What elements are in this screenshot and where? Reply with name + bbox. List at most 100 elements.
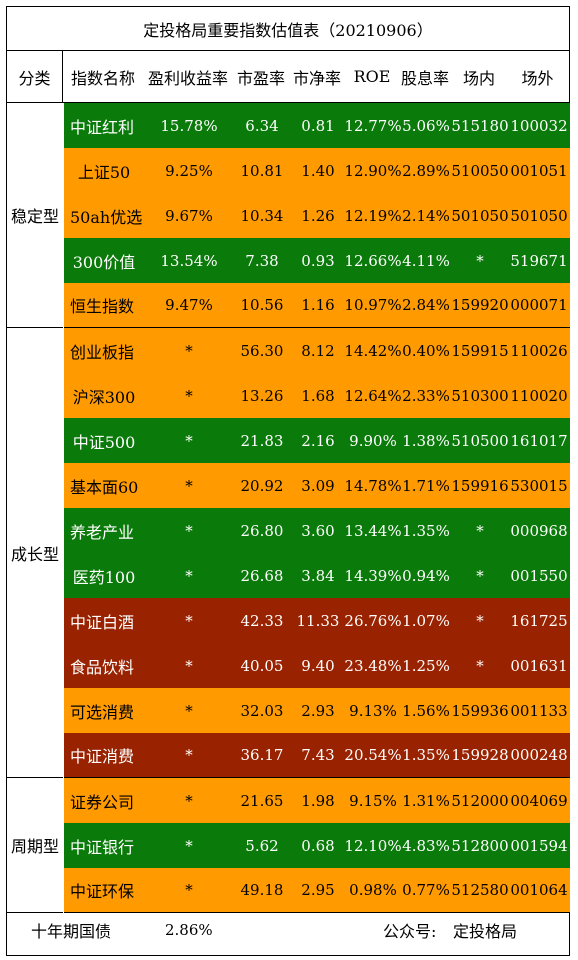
exchange-code: * [476, 656, 484, 675]
header-index-name: 指数名称 [70, 68, 135, 88]
pb-value: 11.33 [296, 611, 340, 630]
pe-value: 49.18 [240, 881, 284, 899]
pe-value: 56.30 [240, 341, 284, 360]
index-name: 食品饮料 [70, 657, 135, 677]
otc-code: 100032 [510, 116, 568, 135]
exchange-code: * [476, 611, 484, 630]
roe-value: 12.66% [344, 251, 402, 270]
otc-code: 001064 [510, 881, 568, 899]
index-name: 300价值 [72, 252, 136, 272]
pe-value: 21.83 [240, 431, 284, 450]
table-title: 定投格局重要指数估值表（20210906） [7, 7, 569, 51]
pe-value: 21.65 [240, 791, 284, 810]
pb-value: 3.09 [301, 476, 335, 495]
otc-code: 000071 [510, 296, 568, 314]
footer: 十年期国债 2.86% 公众号: 定投格局 [7, 905, 569, 955]
earnings-yield: * [185, 476, 193, 495]
earnings-yield: * [185, 566, 193, 585]
earnings-yield: * [185, 386, 193, 405]
otc-code: 001631 [510, 656, 568, 675]
table-row: 创业板指 * 56.30 8.12 14.42% 0.40% 159915 110026 [64, 328, 570, 373]
dividend-yield: 0.40% [402, 341, 450, 360]
pe-value: 10.56 [240, 296, 284, 314]
pb-value: 8.12 [301, 341, 335, 360]
pe-value: 20.92 [240, 476, 284, 495]
pb-value: 0.81 [301, 116, 335, 135]
pb-value: 0.68 [301, 836, 335, 855]
exchange-code: * [476, 251, 484, 270]
pe-value: 26.80 [240, 521, 284, 540]
table-row: 上证50 9.25% 10.81 1.40 12.90% 2.89% 510050 00105… [64, 148, 570, 193]
otc-code: 110020 [510, 386, 568, 405]
index-name: 中证白酒 [70, 612, 135, 632]
pb-value: 2.93 [301, 701, 335, 720]
dividend-yield: 2.33% [402, 386, 450, 405]
pe-value: 13.26 [240, 386, 284, 405]
table-row: 恒生指数 9.47% 10.56 1.16 10.97% 2.84% 159920 00007… [64, 283, 570, 328]
header-roe: ROE [353, 67, 391, 86]
table-row: 中证500 * 21.83 2.16 9.90% 1.38% 510500 161017 [64, 418, 570, 463]
category-label: 周期型 [7, 778, 63, 913]
roe-value: 14.42% [344, 341, 402, 360]
index-name: 恒生指数 [70, 297, 135, 316]
index-name: 中证消费 [70, 747, 135, 766]
earnings-yield: * [185, 656, 193, 675]
index-name: 养老产业 [70, 522, 135, 542]
roe-value: 14.78% [344, 476, 402, 495]
roe-value: 12.77% [344, 116, 402, 135]
dividend-yield: 5.06% [402, 116, 450, 135]
table-row: 300价值 13.54% 7.38 0.93 12.66% 4.11% * 519671 [64, 238, 570, 283]
roe-value: 12.90% [344, 161, 402, 180]
pe-value: 32.03 [240, 701, 284, 720]
table-row: 中证银行 * 5.62 0.68 12.10% 4.83% 512800 001594 [64, 823, 570, 868]
table-row: 可选消费 * 32.03 2.93 9.13% 1.56% 159936 001133 [64, 688, 570, 733]
earnings-yield: * [185, 701, 193, 720]
pe-value: 6.34 [245, 116, 279, 135]
otc-code: 501050 [510, 206, 568, 225]
roe-value: 9.15% [349, 791, 397, 810]
otc-code: 001594 [510, 836, 568, 855]
bond-label: 十年期国债 [31, 922, 112, 941]
index-name: 创业板指 [70, 342, 135, 362]
index-name: 中证500 [72, 432, 136, 452]
pb-value: 9.40 [301, 656, 335, 675]
index-name: 中证环保 [70, 882, 135, 901]
exchange-code: 159928 [451, 746, 509, 764]
dividend-yield: 4.83% [402, 836, 450, 855]
dividend-yield: 0.94% [402, 566, 450, 585]
pb-value: 3.60 [301, 521, 335, 540]
header-exchange-code: 场内 [462, 68, 495, 88]
exchange-code: 159915 [451, 341, 509, 360]
table-row: 中证红利 15.78% 6.34 0.81 12.77% 5.06% 515180 10003… [64, 103, 570, 148]
table-row: 50ah优选 9.67% 10.34 1.26 12.19% 2.14% 501050 501… [64, 193, 570, 238]
dividend-yield: 2.89% [402, 161, 450, 180]
roe-value: 12.10% [344, 836, 402, 855]
otc-code: 519671 [510, 251, 568, 270]
header-category: 分类 [7, 51, 63, 102]
roe-value: 12.64% [344, 386, 402, 405]
dividend-yield: 2.14% [402, 206, 450, 225]
dividend-yield: 1.35% [402, 521, 450, 540]
table-row: 医药100 * 26.68 3.84 14.39% 0.94% * 001550 [64, 553, 570, 598]
earnings-yield: * [185, 791, 193, 810]
exchange-code: 159936 [451, 701, 509, 720]
dividend-yield: 0.77% [402, 881, 450, 899]
roe-value: 9.90% [349, 431, 397, 450]
pb-value: 1.40 [301, 161, 335, 180]
pe-value: 10.34 [240, 206, 284, 225]
roe-value: 9.13% [349, 701, 397, 720]
exchange-code: 510050 [451, 161, 509, 180]
pe-value: 7.38 [245, 251, 279, 270]
table-row: 食品饮料 * 40.05 9.40 23.48% 1.25% * 001631 [64, 643, 570, 688]
roe-value: 13.44% [344, 521, 402, 540]
earnings-yield: * [185, 746, 193, 764]
dividend-yield: 1.25% [402, 656, 450, 675]
table-row: 中证白酒 * 42.33 11.33 26.76% 1.07% * 161725 [64, 598, 570, 643]
table-row: 中证环保 * 49.18 2.95 0.98% 0.77% 512580 001064 [64, 868, 570, 913]
pe-value: 26.68 [240, 566, 284, 585]
otc-code: 004069 [510, 791, 568, 810]
pe-value: 36.17 [240, 746, 284, 764]
table-row: 养老产业 * 26.80 3.60 13.44% 1.35% * 000968 [64, 508, 570, 553]
exchange-code: 512000 [451, 791, 509, 810]
otc-code: 001550 [510, 566, 568, 585]
